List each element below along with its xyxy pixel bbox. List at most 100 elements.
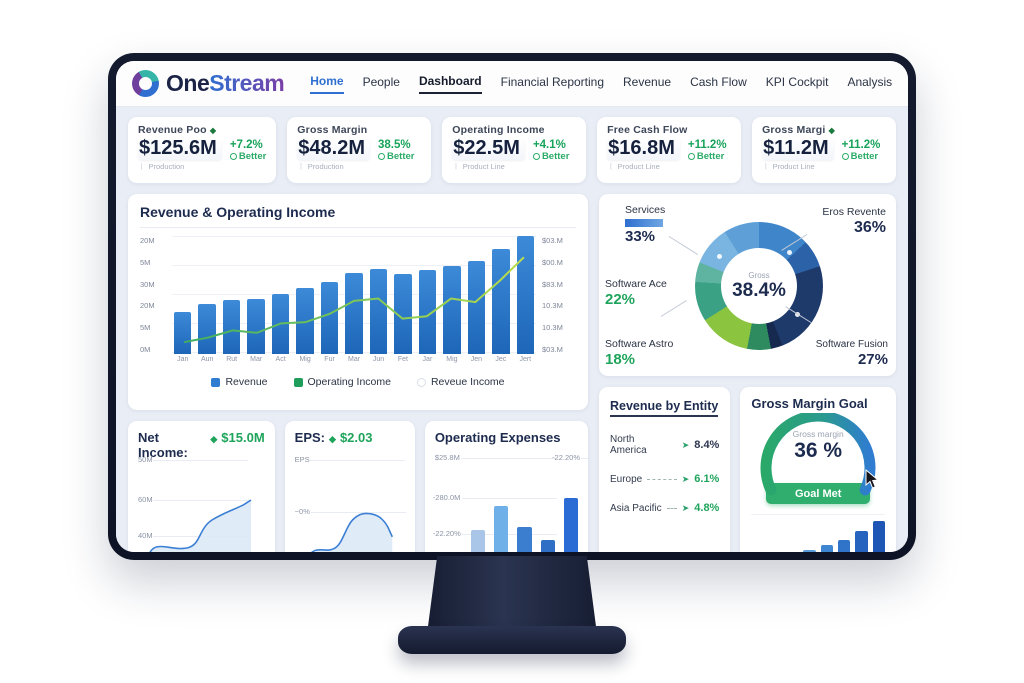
- bar-line-plot: [172, 236, 536, 354]
- bar: [470, 529, 486, 552]
- kpi-delta: +7.2%: [229, 139, 263, 151]
- kpi-title: Free Cash Flow: [607, 124, 688, 136]
- bar: [247, 298, 265, 354]
- bar: [820, 545, 833, 552]
- kpi-subtext: 〡 Product Line: [762, 162, 815, 171]
- revenue-operating-income-card: Revenue & Operating Income 20M 5M 30M 20M 5M…: [128, 194, 588, 410]
- dashed-line: [647, 478, 677, 480]
- kpi-card-4: Gross Margi ◆ $11.2M 〡 Product Line +11.2…: [752, 117, 896, 183]
- kpi-value: $16.8M: [607, 138, 680, 160]
- app-header: OneStream Home People Dashboard Financia…: [116, 61, 908, 107]
- revenue-mix-donut-card: Gross 38.4% Services 33%: [599, 194, 896, 376]
- dashboard-body: Revenue Poo ◆ $125.6M 〡 Production +7.2% …: [116, 107, 908, 552]
- kpi-delta: +11.2%: [687, 139, 727, 151]
- kpi-title: Revenue Poo ◆: [138, 124, 217, 136]
- reveue-income-swatch-icon: [416, 377, 426, 387]
- revenue-by-entity-card: Revenue by Entity North America ➤ 8.4% Eur…: [599, 387, 731, 552]
- eps-area-chart: [293, 485, 407, 552]
- gauge-mini-bars: [751, 514, 885, 552]
- chart-title: Revenue & Operating Income: [140, 204, 576, 228]
- brand-name: OneStream: [166, 70, 285, 96]
- net-income-label: Net Income:: [138, 430, 188, 460]
- nav-financial-reporting[interactable]: Financial Reporting: [500, 74, 605, 89]
- legend-reveue-income[interactable]: Reveue Income: [416, 376, 505, 388]
- bar: [320, 282, 339, 354]
- x-tick: Mar: [250, 356, 263, 363]
- y-right-tick: 10.3M: [542, 301, 563, 311]
- kpi-title: Gross Margi ◆: [762, 124, 836, 136]
- nav-home[interactable]: Home: [310, 74, 344, 94]
- legend-revenue[interactable]: Revenue: [211, 376, 268, 388]
- entity-title: Revenue by Entity: [610, 399, 719, 417]
- y-axis-right: $03.M $00.M $83.M 10.3M 10.3M $03.M: [536, 236, 576, 368]
- gauge-readout: Gross margin 36 %: [740, 429, 896, 463]
- donut-center-value: 38.4%: [732, 279, 786, 301]
- nav-dashboard[interactable]: Dashboard: [418, 74, 482, 94]
- donut-chart: Gross 38.4%: [695, 222, 823, 350]
- x-tick: Jec: [495, 356, 507, 363]
- eps-label: EPS:: [294, 430, 326, 445]
- nav-people[interactable]: People: [362, 74, 400, 89]
- opex-low-label: -22.20%: [432, 529, 557, 538]
- arrow-icon: ➤: [681, 439, 690, 450]
- nav-revenue[interactable]: Revenue: [623, 74, 672, 89]
- kpi-value: $11.2M: [762, 138, 834, 160]
- y-right-tick: $03.M: [542, 236, 563, 245]
- better-icon: [378, 153, 386, 160]
- legend-operating-income[interactable]: Operating Income: [293, 376, 391, 388]
- kpi-status: Better: [841, 151, 878, 162]
- monitor-stand-base: [398, 626, 626, 654]
- bar: [467, 260, 486, 354]
- bar: [174, 311, 192, 354]
- goal-met-button[interactable]: Goal Met: [766, 483, 871, 504]
- bar: [855, 531, 868, 552]
- bar: [443, 265, 461, 354]
- kpi-status: Better: [378, 151, 414, 162]
- x-tick: Fur: [324, 356, 335, 363]
- nav-analysis[interactable]: Analysis: [847, 74, 893, 89]
- donut-label-services: Services 33%: [625, 204, 666, 245]
- x-tick: Act: [275, 356, 286, 363]
- entity-row: Asia Pacific ➤ 4.8%: [610, 502, 720, 514]
- gauge-label: Gross margin: [792, 429, 844, 439]
- operating-income-swatch-icon: [293, 377, 303, 387]
- y-left-tick: 30M: [140, 279, 155, 289]
- bar: [837, 539, 851, 552]
- operating-income-line: [172, 236, 536, 354]
- y-left-tick: 0M: [140, 344, 151, 354]
- kpi-row: Revenue Poo ◆ $125.6M 〡 Production +7.2% …: [128, 117, 896, 183]
- bar: [540, 540, 555, 552]
- kpi-value: $125.6M: [138, 138, 222, 160]
- opex-top-left-label: $25.8M: [434, 453, 557, 462]
- donut-label-software-astro: Software Astro 18%: [605, 338, 674, 368]
- x-tick: Rut: [226, 356, 238, 363]
- kpi-subtext: 〡 Product Line: [607, 162, 660, 171]
- gauge-value: 36 %: [794, 439, 843, 462]
- kpi-value: $48.2M: [297, 138, 371, 160]
- y-left-tick: 5M: [140, 257, 151, 267]
- revenue-bars: [172, 236, 536, 354]
- kpi-card-1: Gross Margin $48.2M 〡 Production 38.5% Be…: [287, 117, 432, 183]
- bar: [563, 498, 578, 552]
- services-bar-icon: [625, 219, 663, 227]
- gross-margin-goal-card: Gross Margin Goal Gross margin 36 %: [740, 387, 896, 552]
- diamond-icon: ◆: [329, 434, 336, 444]
- arrow-icon: ➤: [681, 473, 690, 484]
- kpi-card-0: Revenue Poo ◆ $125.6M 〡 Production +7.2% …: [128, 117, 277, 183]
- y-left-tick: 20M: [140, 236, 155, 245]
- diamond-icon: ◆: [210, 434, 218, 444]
- kpi-card-2: Operating Income $22.5M 〡 Product Line +4…: [442, 117, 587, 183]
- net-income-value: $15.0M: [221, 430, 265, 445]
- nav-cash-flow[interactable]: Cash Flow: [690, 74, 747, 89]
- bar: [803, 549, 816, 552]
- x-tick: Mar: [347, 356, 361, 363]
- bar: [872, 521, 885, 552]
- sparkline-icon: 〡: [138, 162, 146, 171]
- main-nav: Home People Dashboard Financial Reportin…: [310, 74, 908, 94]
- better-icon: [532, 153, 540, 160]
- kpi-title: Operating Income: [452, 124, 545, 136]
- y-tick: 50M: [138, 455, 246, 464]
- kpi-delta: +4.1%: [532, 139, 566, 151]
- nav-kpi-cockpit[interactable]: KPI Cockpit: [765, 74, 829, 89]
- monitor-stand-neck: [427, 556, 597, 634]
